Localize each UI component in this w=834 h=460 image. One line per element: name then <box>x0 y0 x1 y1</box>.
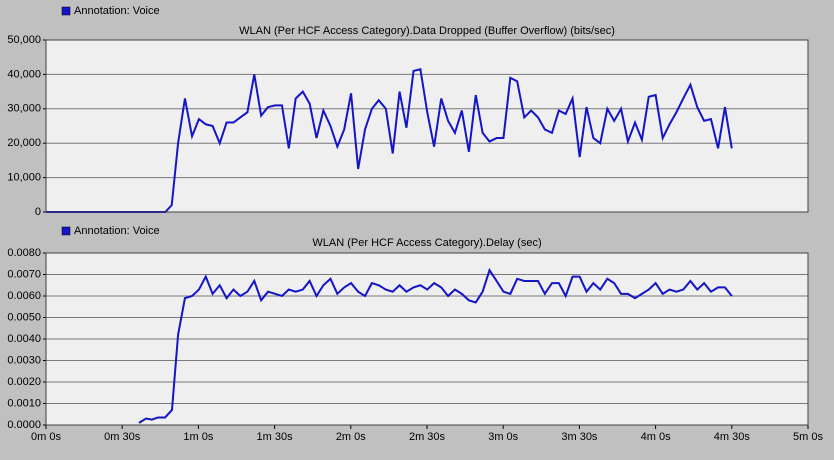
x-tick-label: 4m 0s <box>641 431 671 443</box>
x-tick-label: 1m 0s <box>183 431 213 443</box>
legend-swatch <box>61 226 71 236</box>
y-tick-label: 0.0040 <box>7 333 41 345</box>
chart-title: WLAN (Per HCF Access Category).Data Drop… <box>239 25 615 37</box>
x-tick-label: 2m 0s <box>336 431 366 443</box>
y-tick-label: 0 <box>35 206 41 218</box>
x-tick-label: 1m 30s <box>257 431 294 443</box>
legend-swatch <box>61 6 71 16</box>
y-tick-label: 10,000 <box>7 172 41 184</box>
y-tick-label: 0.0060 <box>7 290 41 302</box>
y-tick-label: 40,000 <box>7 68 41 80</box>
x-tick-label: 5m 0s <box>793 431 823 443</box>
y-tick-label: 0.0030 <box>7 354 41 366</box>
y-tick-label: 0.0070 <box>7 268 41 280</box>
x-tick-label: 2m 30s <box>409 431 446 443</box>
x-tick-label: 3m 0s <box>488 431 518 443</box>
y-tick-label: 20,000 <box>7 137 41 149</box>
plot-border <box>45 252 809 426</box>
y-tick-label: 0.0020 <box>7 376 41 388</box>
legend-label: Annotation: Voice <box>74 225 160 237</box>
y-tick-label: 0.0050 <box>7 311 41 323</box>
x-tick-label: 0m 0s <box>31 431 61 443</box>
y-tick-label: 0.0080 <box>7 247 41 259</box>
y-tick-label: 0.0010 <box>7 397 41 409</box>
x-tick-label: 3m 30s <box>561 431 598 443</box>
plot-border <box>45 39 809 213</box>
y-tick-label: 0.0000 <box>7 419 41 431</box>
y-tick-label: 50,000 <box>7 34 41 46</box>
legend-label: Annotation: Voice <box>74 5 160 17</box>
data-line <box>138 267 733 424</box>
x-tick-label: 4m 30s <box>714 431 751 443</box>
chart-title: WLAN (Per HCF Access Category).Delay (se… <box>312 237 541 249</box>
plot-area <box>45 39 809 213</box>
data-line <box>46 68 733 213</box>
y-tick-label: 30,000 <box>7 103 41 115</box>
x-tick-label: 0m 30s <box>104 431 141 443</box>
